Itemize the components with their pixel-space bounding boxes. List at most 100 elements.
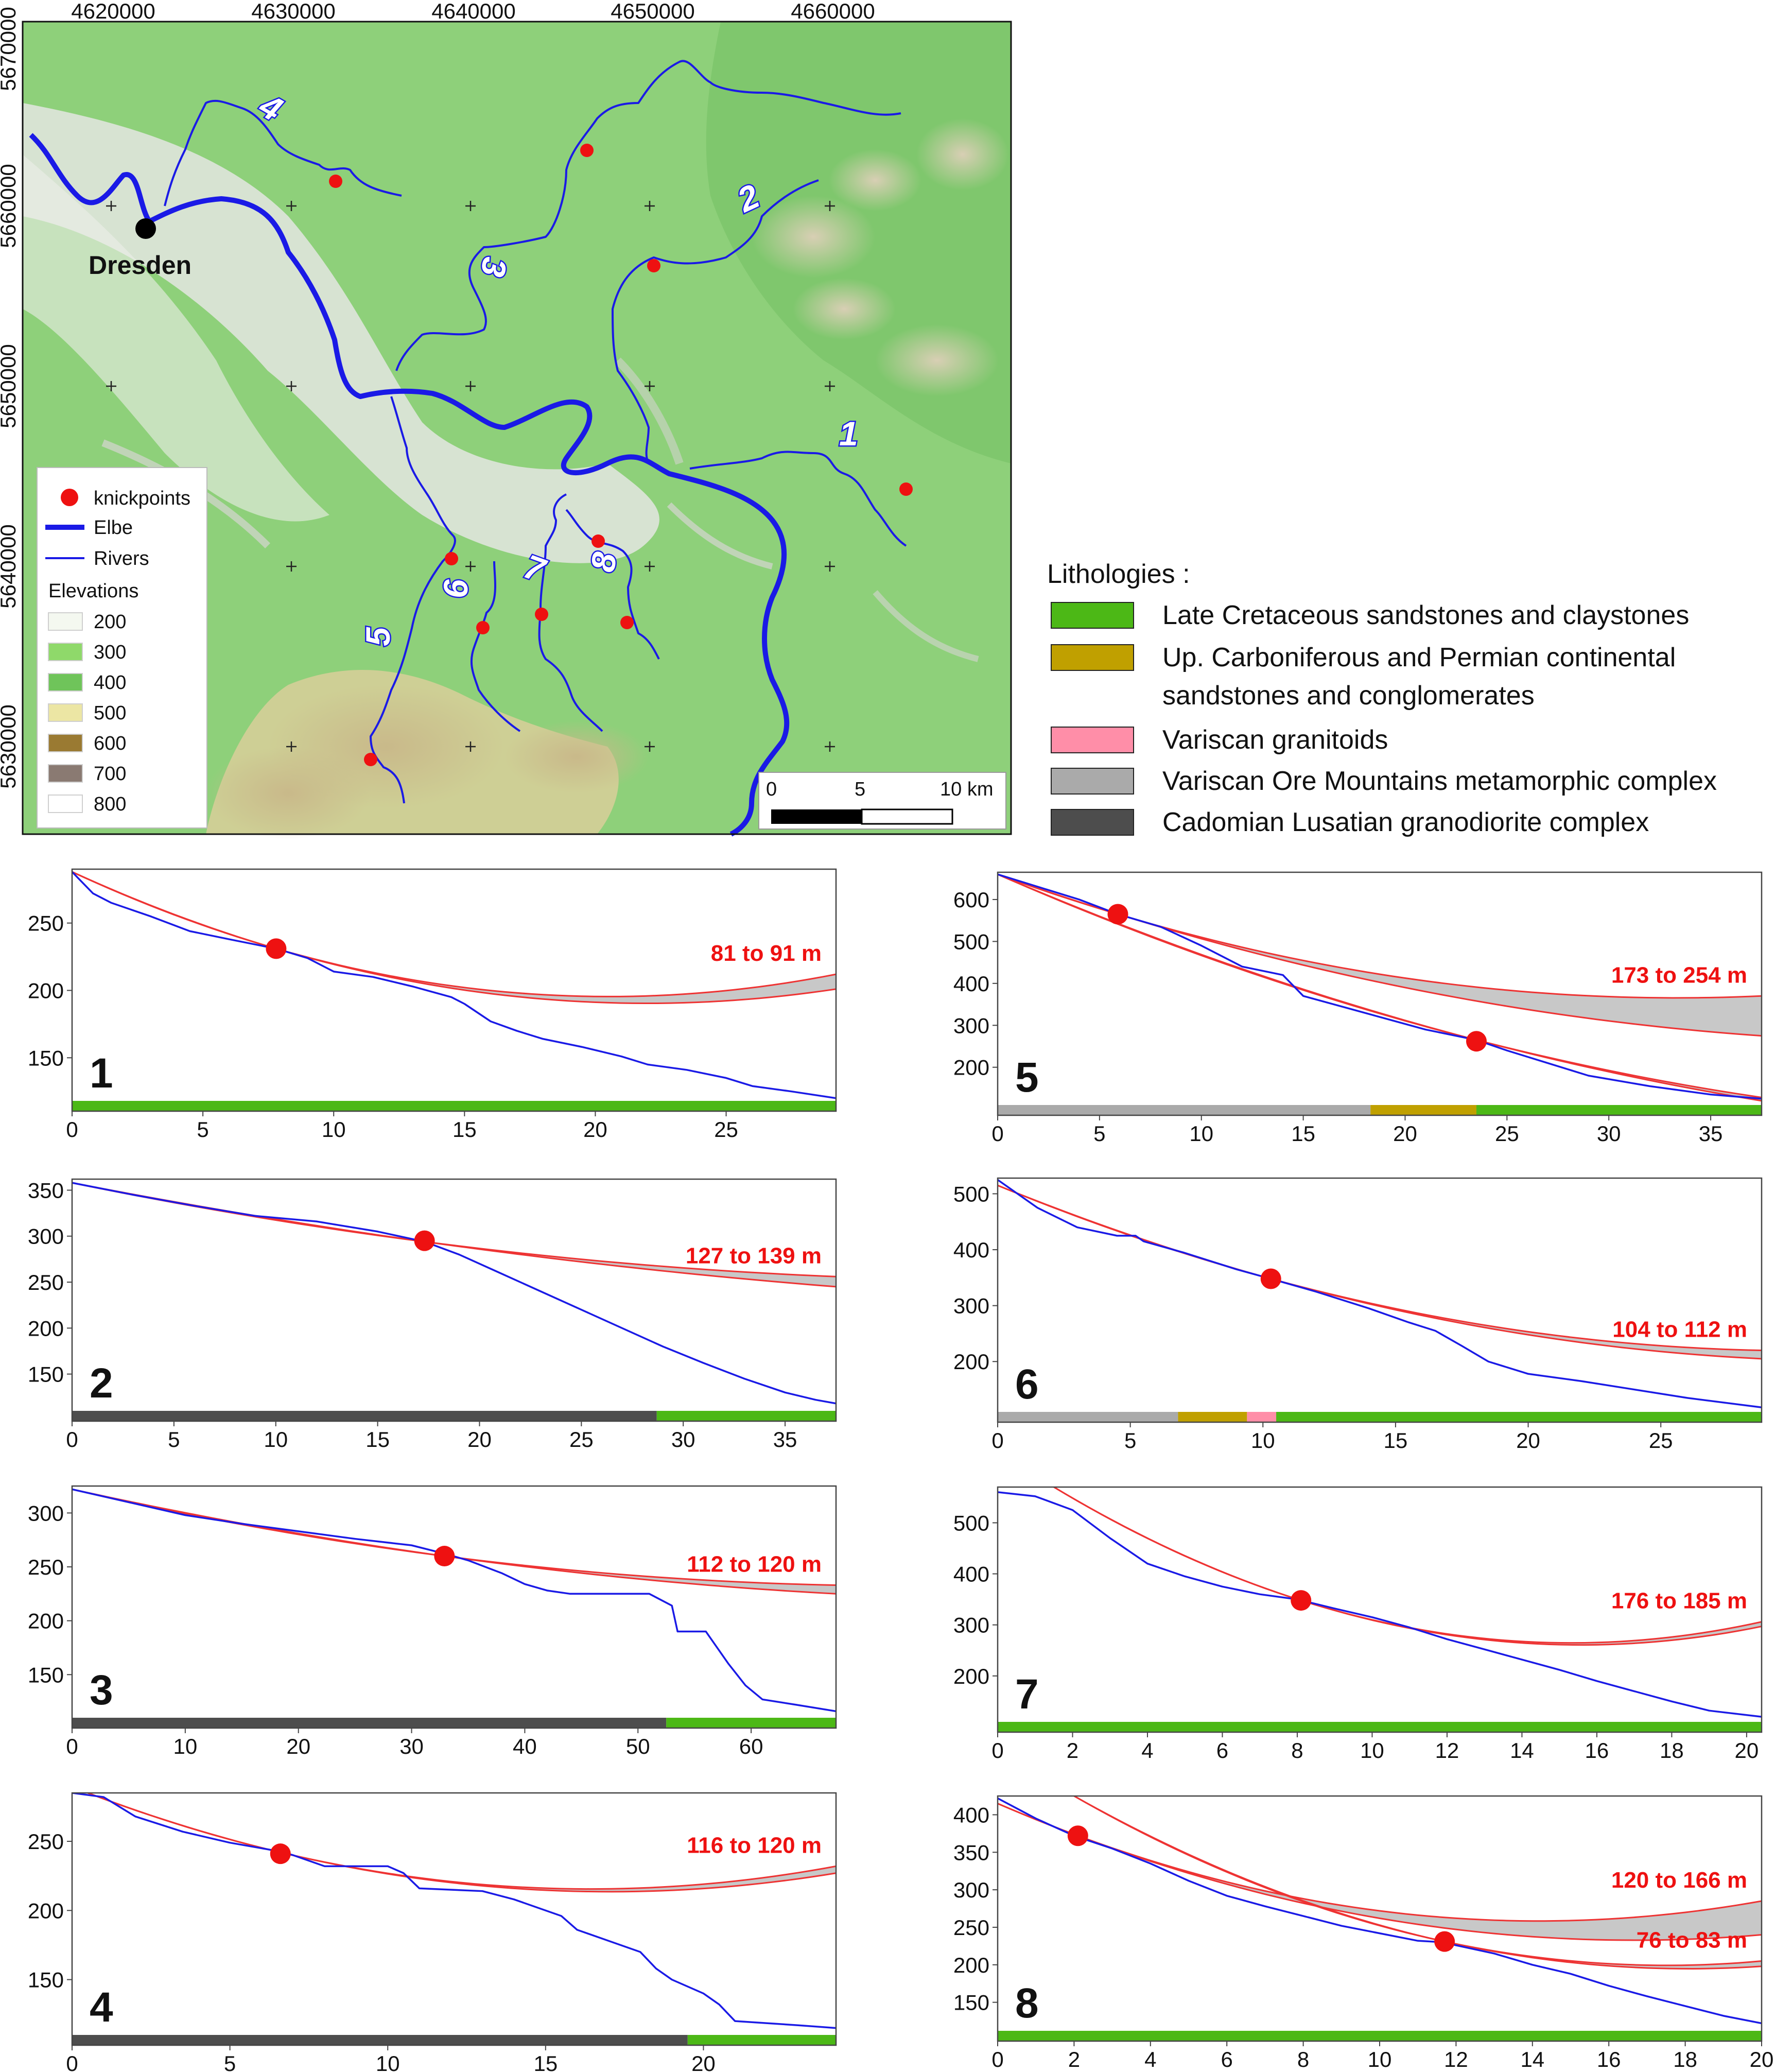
x-tick-label: 20 — [1750, 2047, 1774, 2071]
river-label-1: 1 — [839, 415, 858, 453]
knickpoint-marker — [434, 1546, 455, 1567]
x-tick-label: 5 — [1093, 1121, 1105, 1146]
x-tick-label: 2 — [1067, 1738, 1078, 1763]
x-tick-label: 15 — [453, 1117, 477, 1142]
x-tick-label: 50 — [626, 1734, 650, 1758]
knickpoint-marker — [414, 1230, 435, 1251]
y-tick-label: 300 — [28, 1501, 64, 1525]
x-tick-label: 16 — [1597, 2047, 1621, 2071]
river-profile-line — [72, 1488, 836, 1713]
map-y-tick-label: 5660000 — [0, 164, 20, 248]
x-tick-label: 20 — [1516, 1428, 1540, 1453]
y-tick-label: 200 — [28, 978, 64, 1003]
x-tick-label: 14 — [1520, 2047, 1544, 2071]
elevation-swatch — [48, 795, 83, 813]
river-profile-line — [998, 1179, 1762, 1409]
profile-chart-3: 112 to 120 m 30 10 20 30 40 50 60 150 200 250 300 — [28, 1485, 837, 1758]
lithology-bar-segment — [1370, 1105, 1476, 1115]
knickpoint-marker — [1260, 1268, 1281, 1289]
lithology-label: Late Cretaceous sandstones and claystone… — [1162, 600, 1689, 630]
x-tick-label: 6 — [1221, 2047, 1233, 2071]
lithology-legend: Lithologies : Late Cretaceous sandstones… — [1047, 559, 1717, 837]
y-tick-label: 200 — [28, 1609, 64, 1633]
panel-number: 6 — [1015, 1361, 1039, 1408]
panel-number: 2 — [90, 1360, 113, 1407]
legend-knickpoints: knickpoints — [94, 488, 190, 509]
x-tick-label: 30 — [671, 1427, 695, 1452]
lithology-label: Up. Carboniferous and Permian continenta… — [1162, 643, 1676, 672]
projection-range-label: 116 to 120 m — [687, 1833, 822, 1858]
x-tick-label: 20 — [583, 1117, 607, 1142]
x-tick-label: 5 — [1124, 1428, 1136, 1453]
projection-range-label: 173 to 254 m — [1611, 962, 1747, 988]
knickpoint-marker — [1466, 1031, 1487, 1052]
x-tick-label: 4 — [1141, 1738, 1153, 1763]
lithology-bar-segment — [1276, 1412, 1762, 1422]
lithology-swatch — [1051, 768, 1134, 795]
projection-band — [1054, 1487, 1762, 1645]
projection-upper-line — [1053, 1487, 1762, 1644]
profile-chart-8: 120 to 166 m76 to 83 m80 2 4 6 8 10 12 14 16 18 20… — [953, 1795, 1774, 2071]
elevation-swatch — [48, 643, 83, 661]
river-profile-line — [72, 1182, 836, 1405]
elevation-swatch — [48, 764, 83, 783]
lithology-label: Cadomian Lusatian granodiorite complex — [1162, 807, 1649, 837]
x-tick-label: 8 — [1291, 1738, 1303, 1763]
y-tick-label: 200 — [28, 1898, 64, 1923]
elevation-label: 500 — [94, 702, 126, 724]
lithology-label: sandstones and conglomerates — [1162, 681, 1535, 711]
elevation-label: 400 — [94, 672, 126, 694]
x-tick-label: 10 — [1368, 2047, 1392, 2071]
projection-band — [88, 1793, 836, 1892]
river-label-5: 5 — [359, 627, 397, 646]
y-tick-label: 400 — [953, 1803, 989, 1827]
panel-number: 3 — [90, 1667, 113, 1714]
x-tick-label: 15 — [1384, 1428, 1408, 1453]
knickpoint-legend-icon — [61, 489, 78, 506]
x-tick-label: 15 — [366, 1427, 390, 1452]
projection-lower-line — [998, 1184, 1762, 1360]
x-tick-label: 20 — [1735, 1738, 1759, 1763]
x-tick-label: 15 — [533, 2051, 558, 2072]
projection-band — [998, 1803, 1762, 1941]
y-tick-label: 300 — [953, 1013, 989, 1038]
x-tick-label: 35 — [1699, 1121, 1723, 1146]
projection-range-label: 127 to 139 m — [686, 1243, 822, 1268]
y-tick-label: 400 — [953, 972, 989, 996]
x-tick-label: 60 — [739, 1734, 763, 1758]
lithology-bar-segment — [656, 1411, 836, 1421]
x-tick-label: 30 — [1597, 1121, 1621, 1146]
projection-range-label: 104 to 112 m — [1612, 1317, 1747, 1342]
lithology-bar-segment — [72, 1101, 836, 1111]
x-tick-label: 18 — [1660, 1738, 1684, 1763]
profile-chart-6: 104 to 112 m 60 5 10 15 20 25 200 300 400 500 — [953, 1177, 1763, 1453]
x-tick-label: 15 — [1291, 1121, 1315, 1146]
y-tick-label: 200 — [953, 1664, 989, 1688]
x-tick-label: 0 — [66, 2051, 78, 2072]
x-tick-label: 12 — [1435, 1738, 1459, 1763]
x-tick-label: 30 — [399, 1734, 424, 1758]
map-knickpoints — [329, 144, 913, 766]
map-y-tick-label: 5640000 — [0, 524, 20, 609]
x-tick-label: 20 — [691, 2051, 716, 2072]
chart-frame — [997, 871, 1763, 1116]
y-tick-label: 150 — [953, 1991, 989, 2015]
x-tick-label: 5 — [168, 1427, 180, 1452]
y-tick-label: 200 — [953, 1953, 989, 1977]
map-y-tick-label: 5670000 — [0, 7, 20, 91]
x-tick-label: 35 — [773, 1427, 797, 1452]
y-tick-label: 250 — [953, 1915, 989, 1940]
lithology-bar-segment — [72, 2035, 688, 2045]
y-tick-label: 500 — [953, 929, 989, 954]
projection-upper-line — [72, 871, 836, 997]
scale-label-0: 0 — [766, 779, 777, 800]
lithology-swatch — [1051, 644, 1134, 671]
knickpoint-marker — [1067, 1825, 1088, 1846]
knickpoint-marker — [1434, 1931, 1455, 1952]
knickpoint-marker — [1107, 904, 1128, 925]
lithology-bar-segment — [1178, 1412, 1247, 1422]
y-tick-label: 600 — [953, 888, 989, 912]
lithology-swatch — [1051, 602, 1134, 629]
projection-range-label: 76 to 83 m — [1637, 1928, 1747, 1953]
lithology-bar-segment — [72, 1718, 667, 1728]
